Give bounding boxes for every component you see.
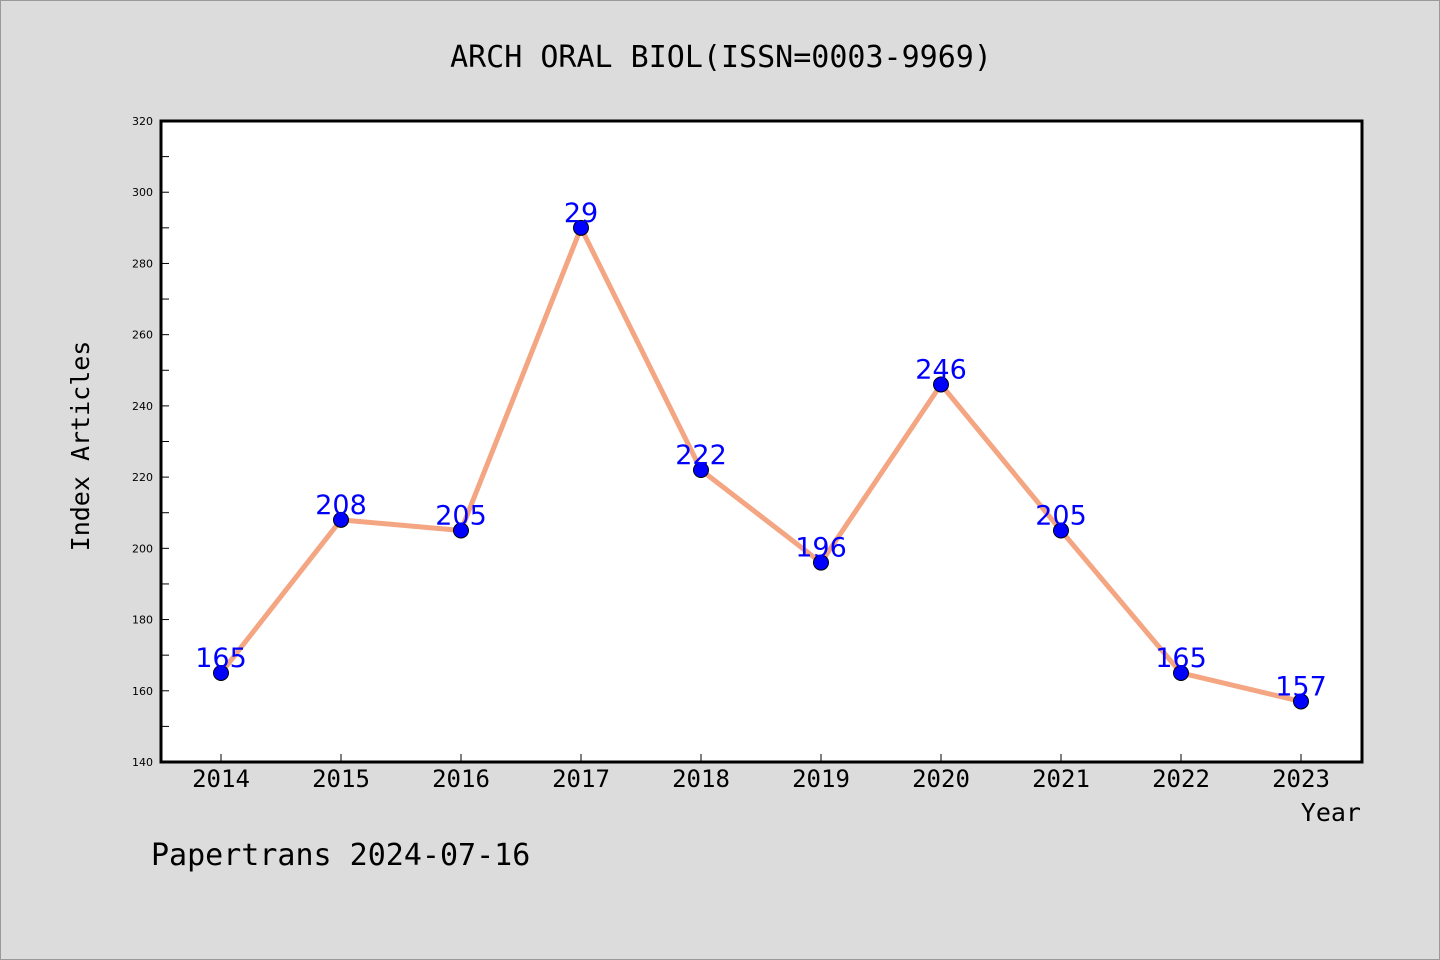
x-tick-label-2018: 2018 [672,765,730,793]
data-label-2020: 246 [915,355,967,386]
x-tick-label-2020: 2020 [912,765,970,793]
x-axis-label: Year [1301,798,1361,827]
data-label-2014: 165 [195,643,247,674]
y-axis-label: Index Articles [66,341,95,552]
data-point-2019 [813,554,829,571]
data-label-2017: 29 [564,198,598,229]
plot-frame [159,119,1364,764]
data-label-2023: 157 [1275,671,1327,702]
series-line [218,225,1304,704]
chart-title: ARCH ORAL BIOL(ISSN=0003-9969) [450,40,992,75]
x-tick-label-2021: 2021 [1032,765,1090,793]
plot-background [161,121,1362,762]
data-point-2014 [213,664,229,681]
plot-area: 140 160 180 200 220 240 260 280 300 320 2014 2015 20… [132,115,1364,793]
x-tick-label-2016: 2016 [432,765,490,793]
y-tick-label-200: 200 [132,542,153,555]
data-label-2015: 208 [315,490,367,521]
data-label-2021: 205 [1035,501,1087,532]
x-tick-label-2014: 2014 [192,765,250,793]
y-tick-label-240: 240 [132,400,153,413]
y-tick-label-280: 280 [132,257,153,270]
y-tick-label-180: 180 [132,614,153,627]
data-label-2019: 196 [795,533,847,564]
data-point-2018 [693,461,709,478]
x-tick-label-2023: 2023 [1272,765,1330,793]
y-tick-label-300: 300 [132,186,153,199]
data-point-2015 [333,511,349,528]
footer-credit: Papertrans 2024-07-16 [151,838,530,873]
data-point-2022 [1173,664,1189,681]
x-tick-label-2015: 2015 [312,765,370,793]
y-tick-label-220: 220 [132,471,153,484]
data-point-2021 [1053,522,1069,539]
data-point-2016 [453,522,469,539]
data-point-2017 [573,219,589,236]
data-label-2016: 205 [435,501,487,532]
y-tick-label-260: 260 [132,329,153,342]
y-tick-label-160: 160 [132,685,153,698]
data-point-2020 [933,376,949,393]
data-point-2023 [1293,693,1309,710]
data-label-2022: 165 [1155,643,1207,674]
y-tick-label-140: 140 [132,756,153,769]
x-tick-label-2022: 2022 [1152,765,1210,793]
x-tick-label-2019: 2019 [792,765,850,793]
x-tick-label-2017: 2017 [552,765,610,793]
data-label-2018: 222 [675,440,727,471]
y-tick-label-320: 320 [132,115,153,128]
